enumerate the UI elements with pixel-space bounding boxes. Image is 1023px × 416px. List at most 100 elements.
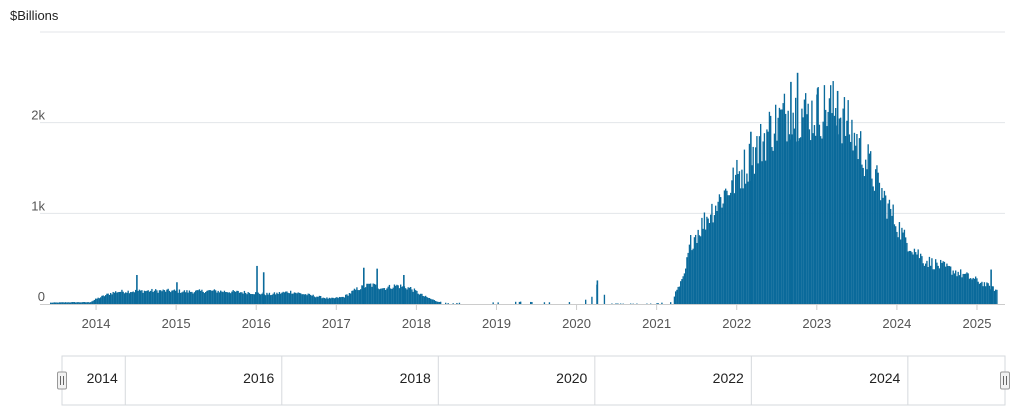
bar-spike xyxy=(790,81,792,305)
bar xyxy=(830,85,832,304)
navigator-left-handle[interactable] xyxy=(57,371,67,390)
bar xyxy=(677,286,679,304)
bar xyxy=(226,292,228,304)
handle-grip[interactable] xyxy=(1000,371,1010,390)
bar xyxy=(520,301,522,304)
x-axis-ticks: 2014 2015 2016 2017 2018 2019 2020 2021 2022 2023… xyxy=(82,304,991,331)
bar xyxy=(878,182,881,304)
bar xyxy=(740,188,742,304)
bar xyxy=(860,131,862,304)
bar xyxy=(826,126,828,304)
bar xyxy=(96,298,98,304)
bar xyxy=(415,290,417,304)
bar xyxy=(327,298,329,304)
bar xyxy=(397,285,399,304)
bar xyxy=(686,257,688,304)
bar xyxy=(981,281,983,304)
bar xyxy=(823,85,826,305)
bar xyxy=(991,286,993,304)
bar xyxy=(977,281,979,304)
bar xyxy=(222,292,224,304)
bar xyxy=(275,294,277,304)
bar xyxy=(870,151,872,304)
bar xyxy=(887,203,889,304)
bar-series xyxy=(50,72,998,305)
bar xyxy=(120,291,122,304)
bar xyxy=(273,292,276,304)
bar xyxy=(92,300,94,304)
bar xyxy=(841,143,843,304)
x-tick-label: 2020 xyxy=(562,316,591,331)
bar xyxy=(398,288,401,304)
bar xyxy=(873,190,876,304)
bar xyxy=(356,287,358,304)
bar xyxy=(97,297,99,304)
bar xyxy=(71,302,73,304)
bar xyxy=(268,292,271,304)
bar xyxy=(433,300,436,304)
bar xyxy=(710,214,712,304)
bar xyxy=(890,208,892,304)
bar xyxy=(378,289,381,304)
bar xyxy=(130,292,132,304)
bar xyxy=(321,298,323,304)
y-unit-label: $Billions xyxy=(10,8,59,23)
bar xyxy=(930,265,932,304)
bar xyxy=(183,290,186,304)
bar xyxy=(886,218,888,304)
navigator-ticks: 2014 2016 2018 2020 2022 2024 xyxy=(87,356,909,405)
bar xyxy=(925,263,927,304)
bar xyxy=(93,299,96,304)
bar xyxy=(798,138,801,304)
bar xyxy=(903,229,906,304)
handle-grip[interactable] xyxy=(57,371,67,390)
bar xyxy=(103,296,106,304)
bar xyxy=(123,293,126,304)
bar xyxy=(252,294,254,304)
bar xyxy=(968,278,971,304)
bar xyxy=(838,118,841,304)
bar xyxy=(291,293,293,304)
bar xyxy=(172,290,174,304)
bar xyxy=(703,212,706,304)
bar xyxy=(548,302,551,304)
bar xyxy=(175,290,177,304)
bar xyxy=(61,302,63,304)
bar xyxy=(412,291,414,304)
bar xyxy=(77,302,79,304)
bar xyxy=(825,109,827,304)
range-navigator[interactable]: 2014 2016 2018 2020 2022 2024 xyxy=(57,355,1010,406)
bar xyxy=(60,302,62,304)
bar xyxy=(781,109,783,305)
bar xyxy=(727,195,729,304)
bar xyxy=(492,302,494,304)
bar xyxy=(426,296,428,304)
bar xyxy=(182,291,184,304)
bar xyxy=(971,279,973,304)
bar xyxy=(211,290,213,304)
bar xyxy=(661,302,663,304)
bar xyxy=(201,289,203,304)
bar xyxy=(331,297,333,304)
bar xyxy=(82,302,84,304)
bar-spike xyxy=(403,274,405,304)
navigator-frame[interactable] xyxy=(61,355,1006,406)
bar xyxy=(163,290,166,304)
bar xyxy=(692,248,694,304)
bar xyxy=(862,167,864,304)
bar xyxy=(847,100,849,304)
bar xyxy=(312,294,314,304)
bar xyxy=(106,293,108,304)
bar xyxy=(678,286,681,304)
navigator-right-handle[interactable] xyxy=(1000,371,1010,390)
bar xyxy=(261,293,263,304)
bar xyxy=(430,298,432,304)
bar xyxy=(220,290,222,304)
bar xyxy=(388,284,391,304)
bar xyxy=(55,302,57,304)
bar xyxy=(217,290,219,304)
bar xyxy=(755,147,757,304)
bar xyxy=(946,263,948,304)
bar xyxy=(963,273,966,304)
bar xyxy=(162,289,164,304)
